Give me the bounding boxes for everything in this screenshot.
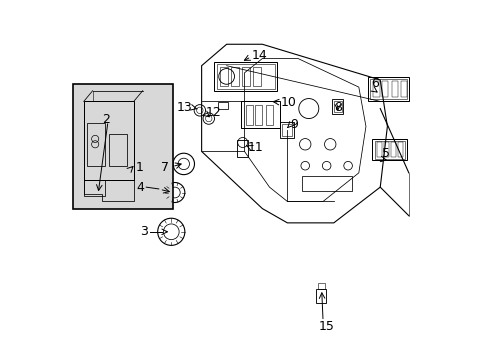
Text: 11: 11	[247, 141, 264, 154]
Text: 5: 5	[381, 147, 389, 160]
Bar	[390, 143, 395, 157]
Bar	[108, 134, 126, 166]
Bar	[369, 79, 406, 99]
Text: 6: 6	[370, 77, 378, 90]
Bar	[367, 77, 408, 102]
Text: 4: 4	[136, 181, 144, 194]
Bar	[214, 62, 276, 91]
Text: 1: 1	[135, 161, 143, 174]
Bar	[372, 81, 379, 97]
Bar	[73, 84, 173, 208]
Text: 14: 14	[251, 49, 267, 62]
Bar	[376, 143, 381, 157]
Bar	[246, 105, 253, 125]
Text: 10: 10	[280, 96, 296, 109]
Bar	[217, 102, 227, 109]
Bar	[400, 81, 406, 97]
Bar	[87, 123, 105, 166]
Bar	[316, 289, 325, 303]
Text: 2: 2	[102, 113, 110, 126]
Bar	[282, 123, 291, 136]
Bar	[265, 105, 272, 125]
Bar	[333, 101, 341, 112]
Bar	[391, 81, 397, 97]
Bar	[255, 105, 262, 125]
Bar	[216, 64, 274, 89]
Text: 9: 9	[290, 118, 298, 131]
Bar	[397, 143, 402, 157]
Bar	[383, 143, 388, 157]
Bar	[280, 122, 293, 138]
Bar	[372, 139, 407, 160]
Text: 8: 8	[333, 102, 342, 114]
Bar	[301, 176, 351, 191]
Bar	[381, 81, 387, 97]
Bar	[253, 67, 261, 86]
Text: 12: 12	[205, 106, 221, 120]
Text: 13: 13	[176, 101, 192, 114]
Bar	[331, 99, 343, 114]
Bar	[237, 140, 247, 157]
Bar	[241, 102, 280, 128]
Text: 7: 7	[161, 161, 168, 174]
Bar	[220, 67, 227, 86]
Bar	[83, 102, 134, 180]
Bar	[374, 141, 405, 158]
Bar	[242, 67, 249, 86]
Bar	[230, 67, 238, 86]
Text: 3: 3	[140, 225, 148, 238]
Bar	[83, 180, 105, 196]
Text: 15: 15	[318, 320, 334, 333]
Bar	[317, 283, 324, 289]
